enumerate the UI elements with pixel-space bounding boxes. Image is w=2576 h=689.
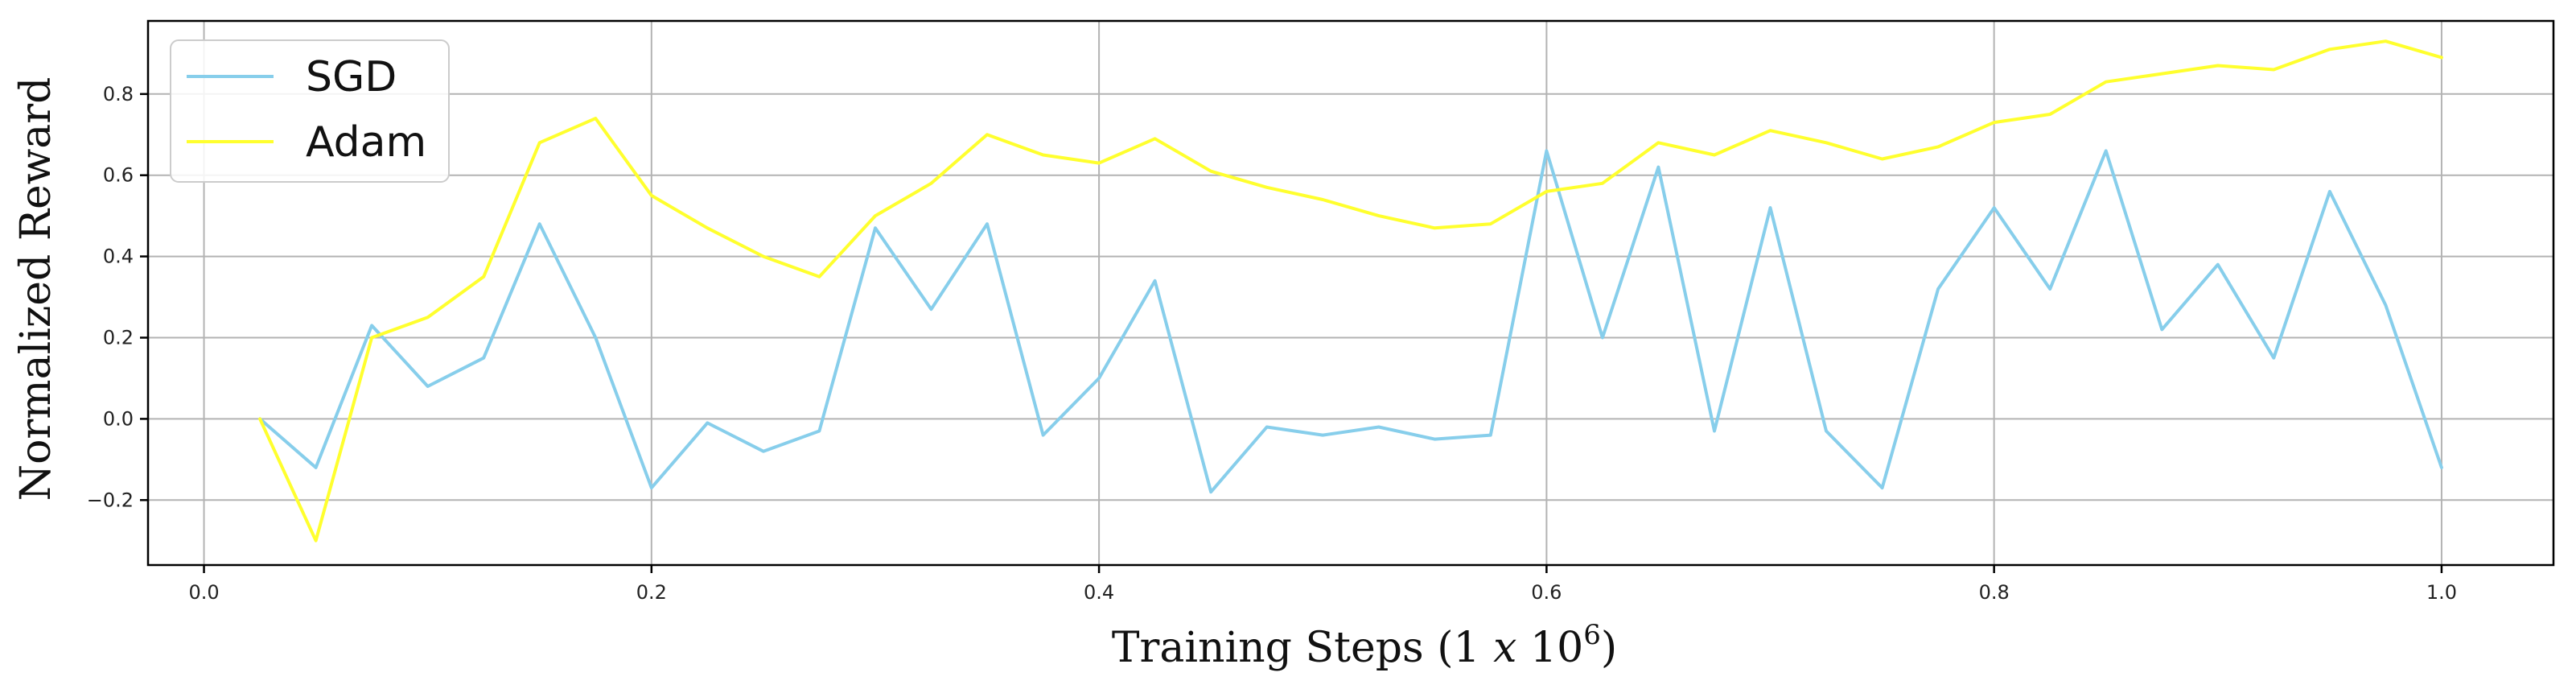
x-axis-title: Training Steps (1 x 106) <box>1112 619 1617 672</box>
x-axis-title-italic: x <box>1493 624 1516 672</box>
legend-label-adam: Adam <box>306 118 426 167</box>
y-tick-label: 0.6 <box>103 164 134 187</box>
y-tick-label: 0.8 <box>103 83 134 105</box>
y-tick-label: 0.0 <box>103 407 134 430</box>
x-tick-label: 0.4 <box>1084 581 1114 604</box>
axis-ticks: 0.0 0.2 0.4 0.6 0.8 1.0 −0.2 0.0 0.2 0.4 0.6 0.8 <box>87 83 2457 604</box>
x-axis-title-close: ) <box>1601 624 1617 672</box>
y-tick-label: 0.4 <box>103 245 134 268</box>
x-axis-title-exponent: 6 <box>1583 619 1601 651</box>
legend: SGD Adam <box>170 39 450 183</box>
series-line-sgd <box>258 149 2443 494</box>
x-tick-label: 1.0 <box>2426 581 2457 604</box>
y-axis-title: Normalized Reward <box>12 77 60 501</box>
legend-label-sgd: SGD <box>306 53 397 101</box>
x-tick-label: 0.6 <box>1531 581 1562 604</box>
grid-lines <box>148 21 2553 565</box>
x-tick-label: 0.0 <box>188 581 219 604</box>
x-axis-title-main: Training Steps (1 <box>1112 624 1493 672</box>
y-tick-label: −0.2 <box>87 489 134 511</box>
y-tick-label: 0.2 <box>103 326 134 349</box>
series-lines <box>258 39 2443 543</box>
x-axis-title-base: 10 <box>1516 624 1583 672</box>
plot-frame <box>146 19 2555 567</box>
x-tick-label: 0.8 <box>1979 581 2010 604</box>
series-line-adam <box>258 39 2443 543</box>
x-tick-label: 0.2 <box>636 581 667 604</box>
